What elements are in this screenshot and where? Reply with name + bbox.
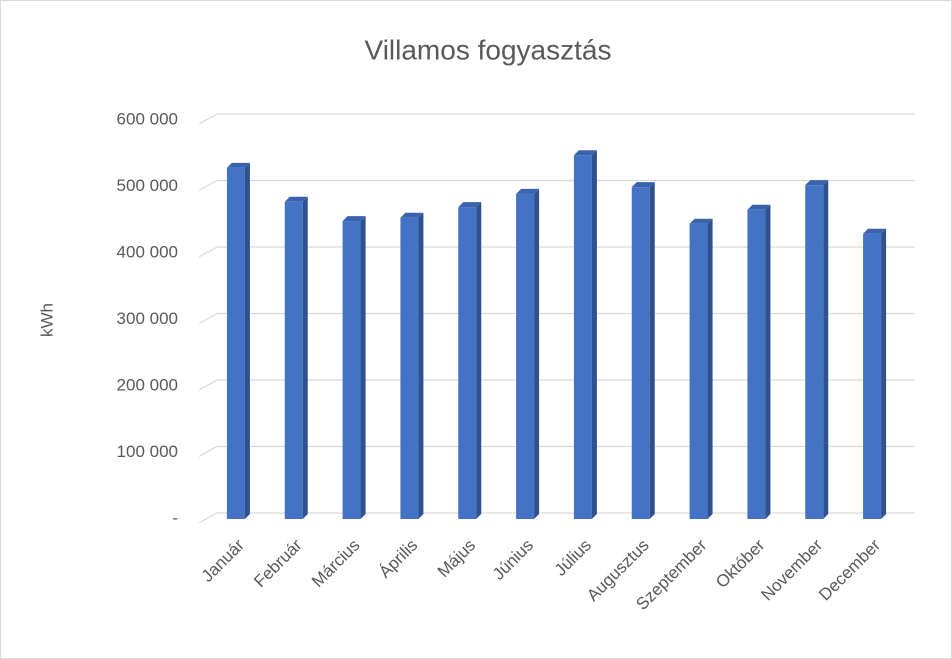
grid-line (198, 445, 915, 458)
y-tick-label: - (172, 508, 178, 527)
bar-top (631, 182, 655, 188)
bar-side (476, 202, 482, 520)
bar-top (284, 196, 308, 202)
bar-side (534, 188, 540, 519)
bar-side (823, 180, 829, 520)
grid-line (198, 312, 915, 325)
bar-side (244, 162, 250, 519)
bar-top (226, 162, 250, 168)
bar-top (689, 218, 713, 224)
bar (747, 209, 766, 519)
bar-top (747, 204, 771, 210)
bar (573, 155, 592, 519)
bar-top (400, 212, 424, 218)
bar-side (418, 212, 424, 519)
bar (516, 193, 535, 519)
grid-line (198, 179, 915, 192)
y-tick-label: 400 000 (117, 242, 178, 261)
bar-top (516, 188, 540, 194)
grid-line (198, 246, 915, 258)
bar-side (302, 196, 308, 520)
bar (689, 223, 708, 520)
grid-line (198, 512, 915, 524)
bar-side (765, 204, 771, 519)
bar (226, 167, 245, 519)
bar (805, 185, 824, 520)
chart-title: Villamos fogyasztás (365, 34, 612, 65)
y-tick-label: 300 000 (117, 309, 178, 328)
y-tick-label: 100 000 (117, 442, 178, 461)
y-tick-label: 200 000 (117, 375, 178, 394)
bar-side (360, 216, 366, 519)
bar-top (573, 150, 597, 156)
bar-top (805, 180, 829, 186)
y-tick-label: 600 000 (117, 109, 178, 128)
grid-line (198, 379, 915, 391)
bar (342, 221, 361, 519)
bar-top (863, 228, 887, 234)
bar-top (458, 202, 482, 208)
bar-side (707, 218, 713, 520)
bar (631, 187, 650, 520)
bar (458, 207, 477, 520)
bar-side (649, 182, 655, 520)
bar (863, 233, 882, 519)
bar-side (881, 228, 887, 519)
bar-side (591, 150, 597, 519)
bar (400, 217, 419, 519)
grid-line (198, 113, 915, 125)
y-axis-label: kWh (37, 303, 56, 337)
bar-top (342, 216, 366, 222)
bar (284, 201, 303, 520)
y-tick-label: 500 000 (117, 176, 178, 195)
